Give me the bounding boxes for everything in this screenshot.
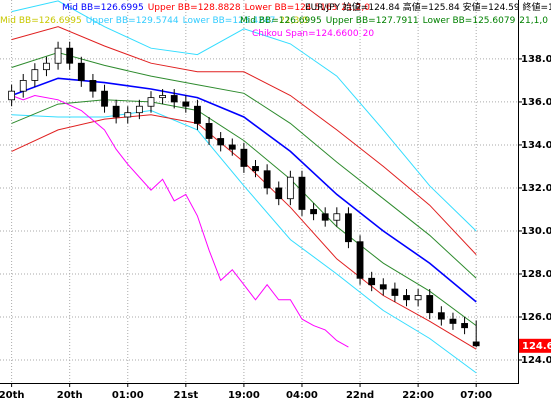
candle-body [461, 323, 468, 329]
candle-body [449, 318, 457, 324]
candle-body [101, 90, 108, 107]
y-tick-label: 124.00 [521, 355, 551, 366]
legend-line: EUR/JPY 始値=124.84 高値=125.84 安値=124.59 終値… [305, 1, 551, 13]
candle-body [170, 95, 178, 103]
candle-body [147, 97, 155, 107]
candle-body [89, 80, 97, 92]
y-tick-label: 130.00 [521, 226, 551, 237]
candle-body [379, 284, 387, 290]
legend-entry: 20 [363, 29, 375, 39]
candles [8, 41, 480, 348]
x-tick-label: 04:00 [286, 390, 318, 401]
candle-body [286, 176, 294, 200]
legend-entry: 21,3,0 [279, 16, 308, 26]
x-tick-label: 22:00 [402, 390, 434, 401]
x-tick-label: 21st [174, 390, 199, 401]
legend-entry: Lower BB=123.4247 [183, 16, 276, 26]
y-tick-label: 128.00 [521, 269, 551, 280]
candle-body [135, 105, 143, 114]
x-tick-label: 19:00 [228, 390, 260, 401]
axes: 124.00 126.00 128.00 130.00 132.00 134.00 136.… [0, 54, 551, 401]
candle-body [403, 295, 410, 301]
legend-line: Mid BB=126.6995 Upper BB=129.5744 Lower BB… [0, 16, 308, 26]
candle-body [414, 295, 422, 301]
price-tag [519, 338, 551, 353]
indicator-line [11, 94, 349, 348]
candle-body [124, 112, 132, 118]
candle-body [426, 295, 434, 314]
legend-entry: Upper BB=128.8828 [148, 3, 241, 13]
legend-line: Mid BB=126.6995 Upper BB=128.8828 Lower BB… [62, 3, 370, 13]
legend-entry: Lower BB=124.5163 [245, 3, 338, 13]
candle-body [345, 213, 352, 243]
legend: Mid BB=126.6995 Upper BB=128.8828 Lower BB… [0, 1, 551, 39]
y-tick-label: 138.00 [521, 54, 551, 65]
candle-body [356, 241, 364, 279]
candle-body [368, 277, 376, 286]
candle-body [31, 69, 39, 81]
candle-body [310, 209, 317, 215]
legend-entry: Chikou Span=124.6600 [252, 29, 359, 39]
candle-body [205, 123, 213, 139]
legend-entry: Lower BB=125.6079 [423, 16, 516, 26]
candle-body [77, 62, 85, 81]
legend-line: Chikou Span=124.6600 20 [252, 29, 374, 39]
candle-body [194, 105, 201, 124]
y-tick-label: 126.00 [521, 312, 551, 323]
indicator-line [11, 51, 477, 279]
indicator-line [11, 0, 477, 232]
legend-entry: Mid BB=126.6995 [62, 3, 144, 13]
candle-body [8, 90, 16, 101]
candle-body [159, 95, 167, 99]
legend-entry: Mid BB=126.6995 [240, 16, 322, 26]
x-tick-label: 07:00 [460, 390, 492, 401]
legend-entry: Mid BB=126.6995 [0, 16, 82, 26]
legend-entry: Upper BB=127.7911 [326, 16, 419, 26]
indicator-lines [11, 0, 477, 374]
y-tick-label: 132.00 [521, 183, 551, 194]
legend-entry: Upper BB=129.5744 [86, 16, 179, 26]
candle-body [333, 213, 341, 221]
legend-line: Mid BB=126.6995 Upper BB=127.7911 Lower BB… [240, 16, 548, 26]
x-tick-label: 20th [0, 390, 25, 401]
candle-body [263, 170, 271, 189]
price-tag-label: 124.66 [522, 341, 551, 352]
y-tick-label: 134.00 [521, 140, 551, 151]
x-tick-label: 20th [57, 390, 83, 401]
candle-body [43, 62, 50, 71]
candle-body [217, 138, 225, 146]
indicator-line [11, 99, 477, 327]
candle-body [228, 144, 236, 150]
candle-body [275, 187, 283, 200]
indicator-line [11, 26, 477, 255]
candle-body [66, 47, 74, 64]
candle-body [19, 80, 27, 92]
y-tick-label: 136.00 [521, 97, 551, 108]
legend-entry: 21,2,0 [341, 3, 370, 13]
candle-body [391, 288, 399, 296]
x-tick-label: 22nd [346, 390, 374, 401]
candle-body [112, 105, 120, 118]
candle-body [252, 166, 259, 172]
legend-entry: 21,1,0 [519, 16, 548, 26]
x-tick-label: 01:00 [112, 390, 144, 401]
candle-body [240, 148, 248, 167]
candle-body [472, 341, 480, 347]
candle-body [437, 312, 445, 320]
candle-body [54, 47, 62, 64]
legend-entry: EUR/JPY 始値=124.84 高値=125.84 安値=124.59 終値… [305, 1, 551, 13]
indicator-line [11, 77, 477, 303]
candle-body [321, 213, 329, 221]
candle-body [182, 101, 190, 107]
candle-body [298, 176, 306, 210]
